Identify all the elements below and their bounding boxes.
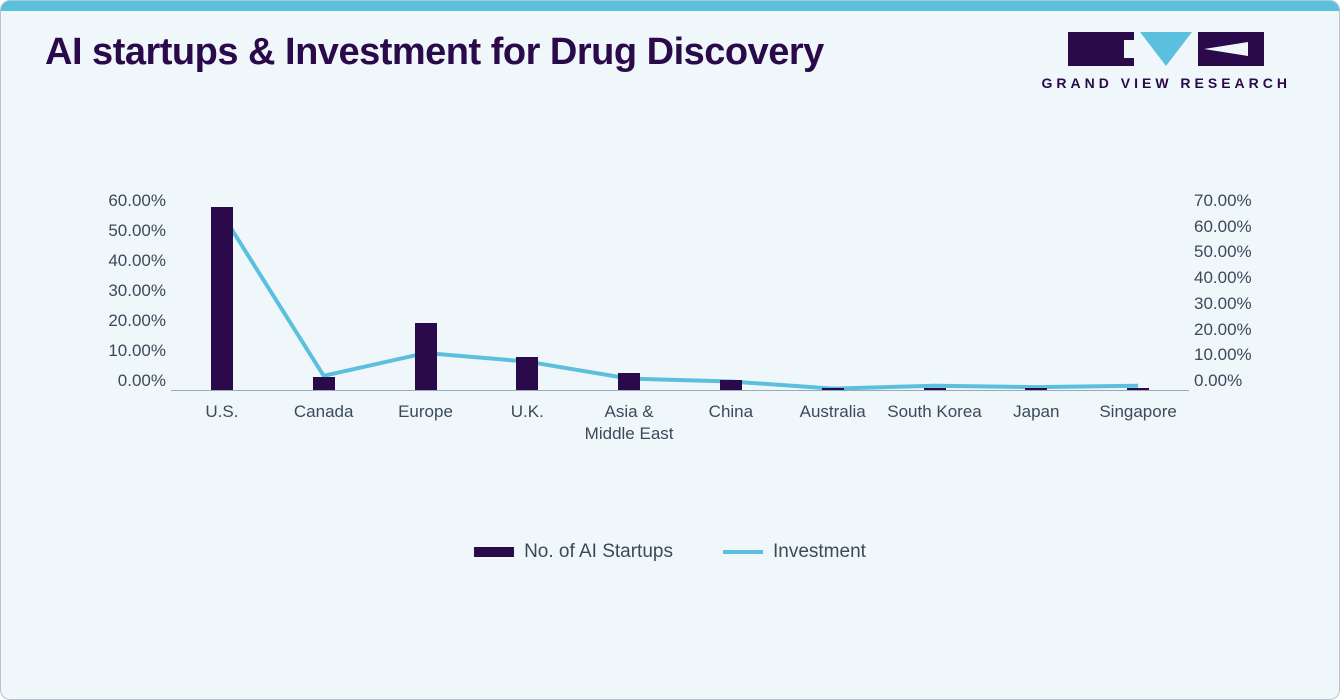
bar	[924, 388, 946, 390]
x-axis-label: Japan	[986, 401, 1086, 423]
legend-bar-label: No. of AI Startups	[524, 541, 673, 563]
bar	[415, 323, 437, 390]
y-left-tick: 10.00%	[108, 341, 166, 361]
legend-item-bars: No. of AI Startups	[474, 541, 673, 563]
y-left-tick: 50.00%	[108, 221, 166, 241]
line-series-svg	[171, 191, 1189, 390]
bar	[618, 373, 640, 390]
x-axis-label: Canada	[274, 401, 374, 423]
bar	[1127, 388, 1149, 390]
x-axis-label: South Korea	[885, 401, 985, 423]
chart-title: AI startups & Investment for Drug Discov…	[45, 31, 824, 74]
y-right-tick: 20.00%	[1194, 320, 1252, 340]
legend: No. of AI Startups Investment	[1, 541, 1339, 563]
y-left-tick: 0.00%	[118, 371, 166, 391]
brand-logo: GRAND VIEW RESEARCH	[1042, 31, 1291, 91]
y-left-tick: 40.00%	[108, 251, 166, 271]
x-axis-label: Australia	[783, 401, 883, 423]
x-axis-label: China	[681, 401, 781, 423]
y-right-tick: 70.00%	[1194, 191, 1252, 211]
x-axis-label: U.S.	[172, 401, 272, 423]
legend-swatch-bar	[474, 547, 514, 557]
header: AI startups & Investment for Drug Discov…	[1, 11, 1339, 91]
gvr-icon	[1068, 31, 1264, 67]
bar	[516, 357, 538, 390]
bar	[822, 388, 844, 390]
y-left-tick: 30.00%	[108, 281, 166, 301]
chart-area: 60.00% 50.00% 40.00% 30.00% 20.00% 10.00% 0.00…	[81, 191, 1279, 431]
x-axis-label: Europe	[376, 401, 476, 423]
legend-swatch-line	[723, 550, 763, 554]
y-right-tick: 10.00%	[1194, 345, 1252, 365]
x-axis-label: Asia & Middle East	[579, 401, 679, 445]
y-left-tick: 60.00%	[108, 191, 166, 211]
y-right-tick: 30.00%	[1194, 294, 1252, 314]
y-right-tick: 40.00%	[1194, 268, 1252, 288]
bar	[211, 207, 233, 390]
legend-item-line: Investment	[723, 541, 866, 563]
x-axis-label: Singapore	[1088, 401, 1188, 423]
plot-region	[171, 191, 1189, 391]
legend-line-label: Investment	[773, 541, 866, 563]
investment-line	[222, 214, 1138, 389]
brand-logo-text: GRAND VIEW RESEARCH	[1042, 75, 1291, 91]
x-axis-label: U.K.	[477, 401, 577, 423]
x-axis-labels: U.S.CanadaEuropeU.K.Asia & Middle EastCh…	[171, 401, 1189, 491]
y-left-tick: 20.00%	[108, 311, 166, 331]
top-accent-bar	[1, 1, 1339, 11]
y-axis-left: 60.00% 50.00% 40.00% 30.00% 20.00% 10.00% 0.00…	[81, 191, 166, 391]
y-right-tick: 50.00%	[1194, 242, 1252, 262]
y-right-tick: 0.00%	[1194, 371, 1242, 391]
bar	[720, 380, 742, 390]
bar	[1025, 388, 1047, 390]
chart-card: AI startups & Investment for Drug Discov…	[0, 0, 1340, 700]
y-right-tick: 60.00%	[1194, 217, 1252, 237]
bar	[313, 377, 335, 390]
y-axis-right: 70.00% 60.00% 50.00% 40.00% 30.00% 20.00% 10.0…	[1194, 191, 1279, 391]
